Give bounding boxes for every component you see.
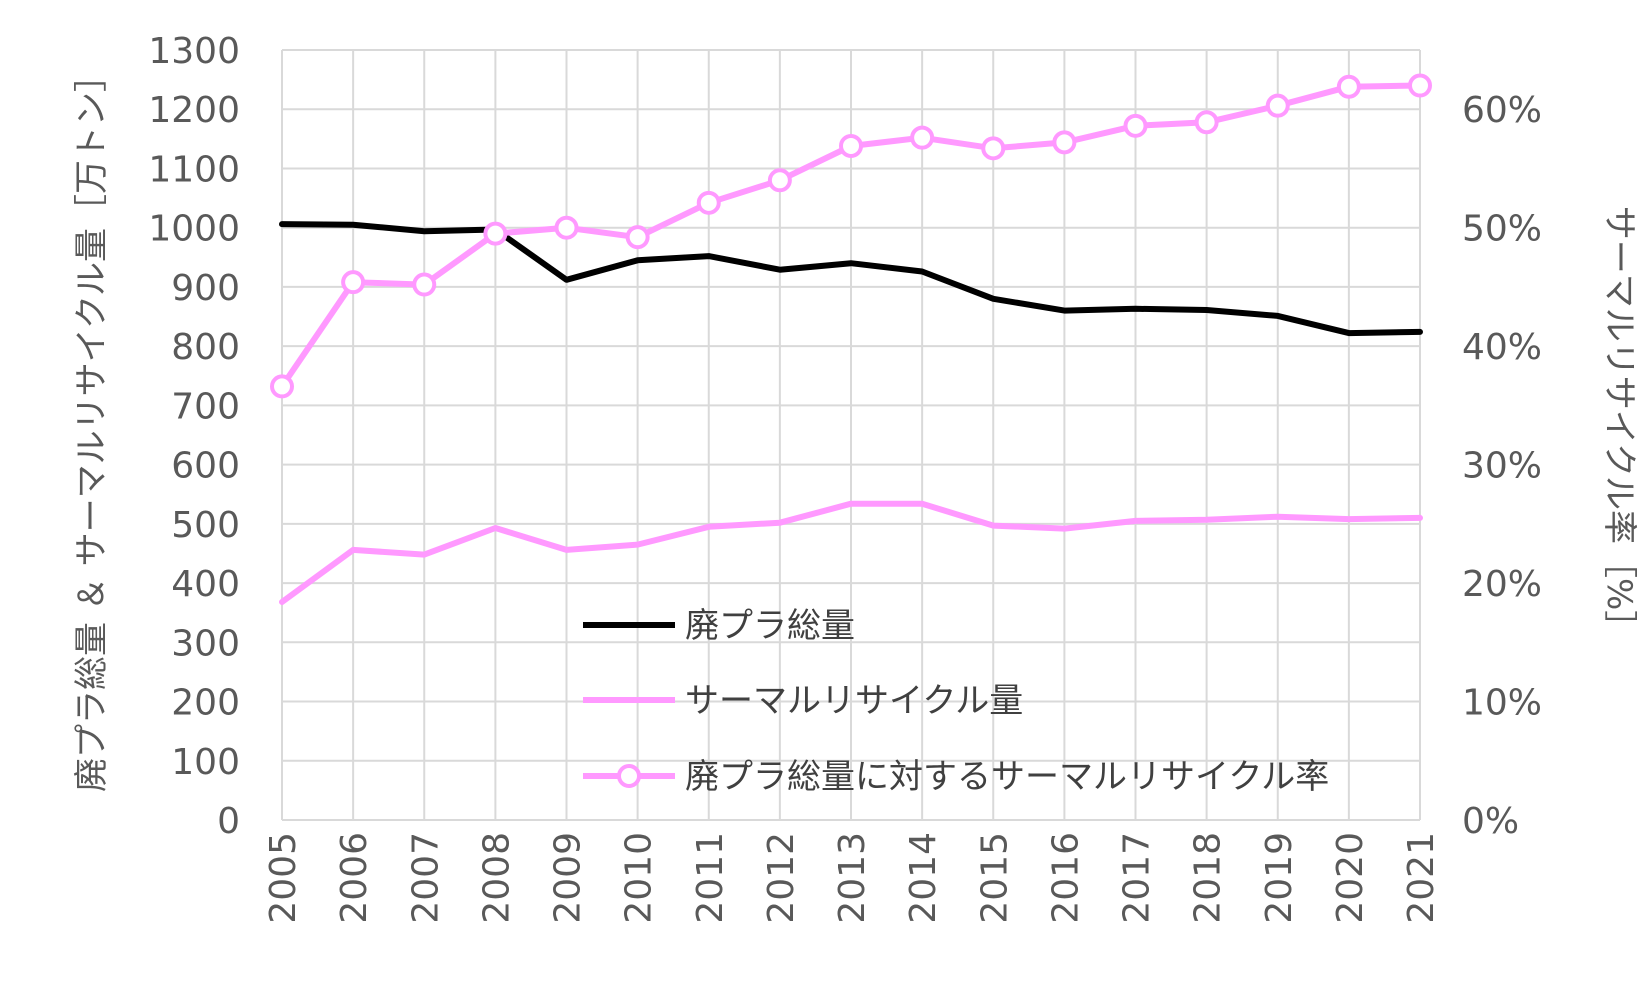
right-tick-label: 40% (1462, 327, 1542, 368)
legend-label-thermal-amount: サーマルリサイクル量 (685, 681, 1023, 721)
left-tick-label: 100 (171, 742, 240, 783)
x-tick-label: 2012 (761, 832, 802, 924)
series-point-2 (767, 168, 792, 193)
x-tick-label: 2018 (1188, 832, 1229, 924)
x-tick-label: 2011 (690, 832, 731, 924)
left-tick-label: 0 (217, 801, 240, 842)
right-tick-label: 60% (1462, 90, 1542, 131)
series-point-2 (270, 374, 294, 399)
left-tick-label: 900 (171, 268, 240, 309)
legend-marker-thermal-rate (617, 764, 641, 788)
series-point-2 (981, 136, 1006, 161)
series-point-2 (1265, 93, 1290, 118)
x-tick-label: 2008 (476, 832, 517, 924)
left-tick-label: 600 (171, 446, 240, 487)
left-tick-label: 300 (171, 623, 240, 664)
x-tick-label: 2016 (1045, 832, 1086, 924)
right-tick-label: 20% (1462, 564, 1542, 605)
series-point-2 (1336, 74, 1361, 99)
series-point-2 (1052, 130, 1077, 155)
legend: 廃プラ総量 サーマルリサイクル量 廃プラ総量に対するサーマルリサイクル率 (583, 606, 1329, 797)
series-point-2 (696, 190, 721, 215)
series-point-2 (910, 125, 935, 150)
series (270, 73, 1432, 605)
left-tick-label: 400 (171, 564, 240, 605)
x-axis-ticks: 2005 2006 2007 2008 2009 2010 2011 2012 2013 2014… (263, 832, 1442, 924)
x-tick-label: 2006 (334, 832, 375, 924)
series-point-2 (412, 272, 437, 297)
right-axis-ticks: 0% 10% 20% 30% 40% 50% 60% (1462, 90, 1542, 842)
series-line-0 (279, 221, 1423, 337)
series-point-2 (1123, 113, 1148, 138)
series-point-2 (1408, 73, 1432, 98)
legend-label-thermal-rate: 廃プラ総量に対するサーマルリサイクル率 (685, 757, 1329, 797)
x-tick-label: 2010 (619, 832, 660, 924)
left-axis-ticks: 0 100 200 300 400 500 600 700 800 900 1000 1100 1200… (148, 31, 240, 842)
right-tick-label: 30% (1462, 446, 1542, 487)
left-tick-label: 700 (171, 386, 240, 427)
x-tick-label: 2017 (1117, 832, 1158, 924)
legend-label-total: 廃プラ総量 (685, 606, 855, 646)
x-tick-label: 2013 (832, 832, 873, 924)
x-tick-label: 2015 (974, 832, 1015, 924)
x-tick-label: 2020 (1330, 832, 1371, 924)
series-point-2 (839, 133, 863, 158)
series-point-2 (625, 225, 650, 250)
left-tick-label: 1000 (148, 209, 240, 250)
legend-item-thermal-rate: 廃プラ総量に対するサーマルリサイクル率 (583, 757, 1329, 797)
left-tick-label: 1200 (148, 90, 240, 131)
legend-item-thermal-amount: サーマルリサイクル量 (583, 681, 1023, 721)
x-tick-label: 2009 (548, 832, 589, 924)
series-point-2 (483, 221, 508, 246)
right-tick-label: 10% (1462, 683, 1542, 724)
series-point-2 (554, 215, 579, 240)
x-tick-label: 2014 (903, 832, 944, 924)
series-point-2 (1194, 110, 1219, 135)
x-tick-label: 2019 (1259, 832, 1300, 924)
left-axis-title: 廃プラ総量 ＆ サーマルリサイクル量［万トン］ (72, 58, 112, 792)
x-tick-label: 2005 (263, 832, 304, 924)
right-tick-label: 50% (1462, 209, 1542, 250)
series-line-1 (279, 500, 1423, 605)
left-tick-label: 200 (171, 683, 240, 724)
left-tick-label: 1300 (148, 31, 240, 72)
legend-item-total: 廃プラ総量 (583, 606, 855, 646)
right-axis-title: サーマルリサイクル率［%］ (1599, 206, 1639, 645)
x-tick-label: 2021 (1401, 832, 1442, 924)
left-tick-label: 1100 (148, 149, 240, 190)
right-tick-label: 0% (1462, 801, 1519, 842)
series-point-2 (341, 270, 366, 295)
x-tick-label: 2007 (405, 832, 446, 924)
left-tick-label: 500 (171, 505, 240, 546)
left-tick-label: 800 (171, 327, 240, 368)
